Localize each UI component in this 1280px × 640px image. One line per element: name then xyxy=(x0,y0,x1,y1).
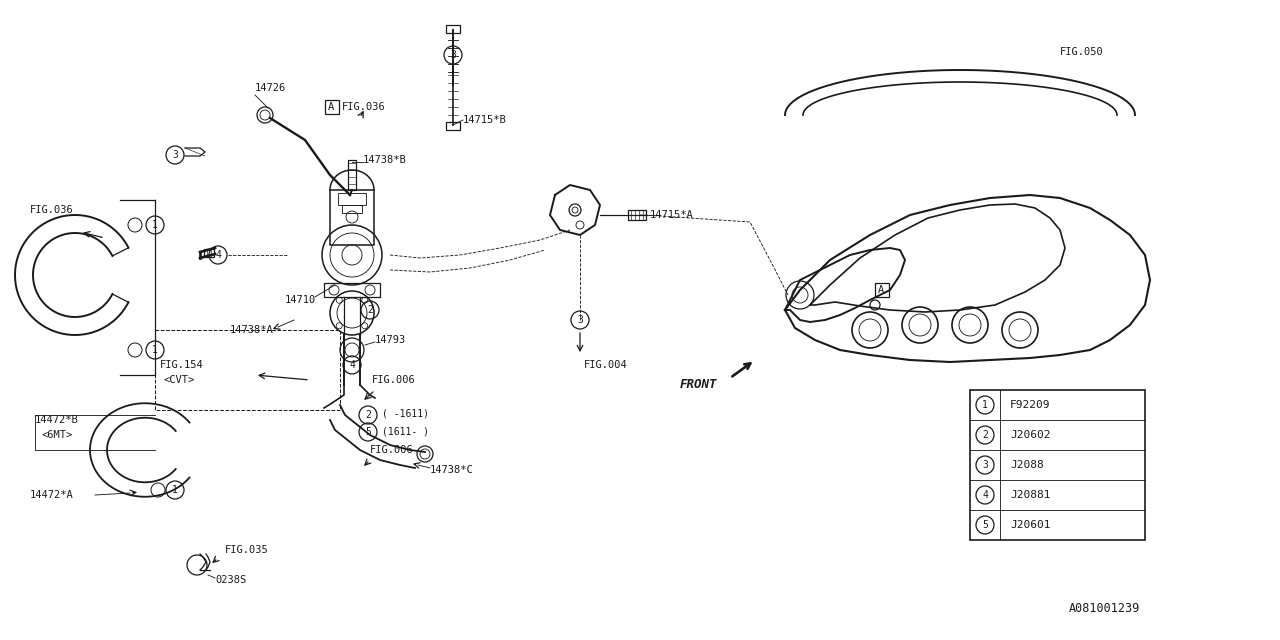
Text: FIG.035: FIG.035 xyxy=(225,545,269,555)
Text: 14472*B: 14472*B xyxy=(35,415,79,425)
Bar xyxy=(330,190,374,245)
Text: A: A xyxy=(328,102,334,112)
Text: 5: 5 xyxy=(982,520,988,530)
Bar xyxy=(338,193,366,205)
Text: 4: 4 xyxy=(215,250,221,260)
Text: FIG.036: FIG.036 xyxy=(29,205,74,215)
Bar xyxy=(445,25,460,33)
Text: 14738*B: 14738*B xyxy=(364,155,407,165)
Text: 3: 3 xyxy=(982,460,988,470)
Text: 1: 1 xyxy=(152,345,157,355)
Text: J2088: J2088 xyxy=(1010,460,1043,470)
Bar xyxy=(342,205,362,213)
Text: 14738*C: 14738*C xyxy=(430,465,474,475)
Text: 0238S: 0238S xyxy=(215,575,246,585)
Text: FIG.006: FIG.006 xyxy=(370,445,413,455)
Text: 1: 1 xyxy=(982,400,988,410)
Text: 4: 4 xyxy=(349,360,355,370)
Bar xyxy=(324,283,380,297)
Text: 1: 1 xyxy=(172,485,178,495)
Text: 3: 3 xyxy=(451,50,456,60)
Text: 4: 4 xyxy=(982,490,988,500)
Text: 14726: 14726 xyxy=(255,83,287,93)
Text: FIG.036: FIG.036 xyxy=(342,102,385,112)
Bar xyxy=(325,100,339,114)
Text: ( -1611): ( -1611) xyxy=(381,408,429,418)
Text: A081001239: A081001239 xyxy=(1069,602,1140,614)
Text: 3: 3 xyxy=(577,315,582,325)
Bar xyxy=(348,160,356,190)
Text: FIG.004: FIG.004 xyxy=(584,360,627,370)
Text: 5: 5 xyxy=(365,427,371,437)
Text: FIG.154: FIG.154 xyxy=(160,360,204,370)
Text: A: A xyxy=(878,285,884,295)
Text: 2: 2 xyxy=(365,410,371,420)
Text: 14715*A: 14715*A xyxy=(650,210,694,220)
Text: 14738*A: 14738*A xyxy=(230,325,274,335)
Text: 14472*A: 14472*A xyxy=(29,490,74,500)
Text: 2: 2 xyxy=(367,305,372,315)
Text: 14710: 14710 xyxy=(285,295,316,305)
Text: 1: 1 xyxy=(152,220,157,230)
Bar xyxy=(445,122,460,130)
Bar xyxy=(155,330,340,410)
Text: 14715*B: 14715*B xyxy=(463,115,507,125)
Bar xyxy=(970,390,1146,540)
Text: <6MT>: <6MT> xyxy=(42,430,73,440)
Text: J20881: J20881 xyxy=(1010,490,1051,500)
Text: <CVT>: <CVT> xyxy=(163,375,195,385)
Bar xyxy=(876,283,890,297)
Bar xyxy=(204,249,214,257)
Text: FIG.050: FIG.050 xyxy=(1060,47,1103,57)
Text: J20602: J20602 xyxy=(1010,430,1051,440)
Text: (1611- ): (1611- ) xyxy=(381,427,429,437)
Text: 3: 3 xyxy=(172,150,178,160)
Text: 14793: 14793 xyxy=(375,335,406,345)
Text: F92209: F92209 xyxy=(1010,400,1051,410)
Text: 2: 2 xyxy=(982,430,988,440)
Text: J20601: J20601 xyxy=(1010,520,1051,530)
Text: FIG.006: FIG.006 xyxy=(372,375,416,385)
Bar xyxy=(628,210,646,220)
Text: FRONT: FRONT xyxy=(680,378,718,392)
